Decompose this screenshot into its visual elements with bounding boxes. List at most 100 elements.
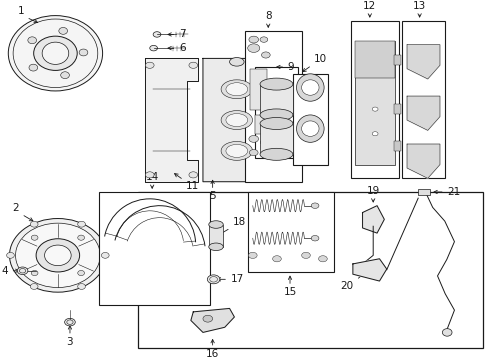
Ellipse shape <box>42 42 69 64</box>
Ellipse shape <box>78 221 85 227</box>
Bar <box>208 225 223 247</box>
Ellipse shape <box>310 203 318 208</box>
Ellipse shape <box>36 239 80 272</box>
Ellipse shape <box>28 37 37 44</box>
Ellipse shape <box>221 80 252 99</box>
Text: 18: 18 <box>232 217 245 227</box>
Ellipse shape <box>78 270 84 276</box>
Polygon shape <box>406 45 439 79</box>
Polygon shape <box>352 259 386 281</box>
Ellipse shape <box>221 141 252 160</box>
Text: 1: 1 <box>18 6 24 16</box>
Bar <box>99 192 210 305</box>
Ellipse shape <box>61 72 69 78</box>
Ellipse shape <box>371 132 377 136</box>
Bar <box>244 31 302 182</box>
Text: 10: 10 <box>314 54 326 64</box>
Ellipse shape <box>31 270 38 276</box>
Ellipse shape <box>248 36 258 43</box>
Ellipse shape <box>34 36 77 71</box>
Text: 9: 9 <box>287 62 294 72</box>
Ellipse shape <box>225 144 247 157</box>
Ellipse shape <box>64 318 75 326</box>
Ellipse shape <box>188 172 197 178</box>
Text: 4: 4 <box>1 266 8 276</box>
Ellipse shape <box>249 149 258 156</box>
Text: 13: 13 <box>412 1 426 11</box>
Polygon shape <box>406 96 439 130</box>
Ellipse shape <box>301 252 310 258</box>
Text: 17: 17 <box>230 274 244 284</box>
Ellipse shape <box>188 62 197 68</box>
Ellipse shape <box>44 245 71 266</box>
Ellipse shape <box>296 115 324 142</box>
Ellipse shape <box>225 83 247 96</box>
Ellipse shape <box>310 235 318 241</box>
Ellipse shape <box>78 235 84 240</box>
Ellipse shape <box>225 113 247 127</box>
Ellipse shape <box>208 243 223 251</box>
Text: 15: 15 <box>283 287 296 297</box>
Bar <box>355 41 394 78</box>
Bar <box>292 74 327 165</box>
Ellipse shape <box>371 107 377 111</box>
Bar <box>402 21 444 178</box>
Text: 3: 3 <box>66 337 73 347</box>
Bar <box>255 115 267 134</box>
Ellipse shape <box>30 221 38 227</box>
Polygon shape <box>203 58 277 182</box>
Bar <box>247 192 333 273</box>
Ellipse shape <box>248 135 258 142</box>
Ellipse shape <box>79 49 88 56</box>
Text: 20: 20 <box>340 281 353 291</box>
Text: 11: 11 <box>185 181 199 191</box>
Bar <box>250 69 267 110</box>
Ellipse shape <box>9 219 106 292</box>
Ellipse shape <box>272 256 281 262</box>
Ellipse shape <box>16 223 100 288</box>
Bar <box>393 141 400 151</box>
Ellipse shape <box>6 252 14 258</box>
Bar <box>351 21 398 178</box>
Bar <box>260 123 292 154</box>
Polygon shape <box>144 58 198 182</box>
Ellipse shape <box>145 62 154 68</box>
Ellipse shape <box>101 252 109 258</box>
Ellipse shape <box>260 37 267 42</box>
Text: 12: 12 <box>363 1 376 11</box>
Text: 6: 6 <box>179 43 185 53</box>
Bar <box>393 104 400 114</box>
Ellipse shape <box>145 172 154 178</box>
Polygon shape <box>190 309 234 332</box>
Ellipse shape <box>17 267 28 275</box>
Ellipse shape <box>248 252 257 258</box>
Ellipse shape <box>78 284 85 289</box>
Ellipse shape <box>207 275 220 284</box>
Ellipse shape <box>30 284 38 289</box>
Bar <box>417 189 429 195</box>
Ellipse shape <box>31 235 38 240</box>
Ellipse shape <box>260 148 292 160</box>
Text: 16: 16 <box>205 349 219 359</box>
Text: 8: 8 <box>264 12 271 22</box>
Ellipse shape <box>149 45 157 51</box>
Ellipse shape <box>208 221 223 228</box>
Ellipse shape <box>247 44 259 53</box>
Ellipse shape <box>318 256 326 262</box>
Ellipse shape <box>59 27 67 34</box>
Ellipse shape <box>261 52 270 58</box>
Ellipse shape <box>442 329 451 336</box>
Bar <box>255 67 297 158</box>
Ellipse shape <box>153 32 161 37</box>
Ellipse shape <box>229 58 244 66</box>
Text: 14: 14 <box>145 172 159 183</box>
Text: 2: 2 <box>13 203 19 213</box>
Ellipse shape <box>301 80 318 95</box>
Ellipse shape <box>260 109 292 121</box>
Ellipse shape <box>8 15 102 91</box>
Bar <box>355 41 394 165</box>
Polygon shape <box>362 206 384 233</box>
Ellipse shape <box>296 74 324 101</box>
Ellipse shape <box>221 111 252 130</box>
Text: 21: 21 <box>447 187 460 197</box>
